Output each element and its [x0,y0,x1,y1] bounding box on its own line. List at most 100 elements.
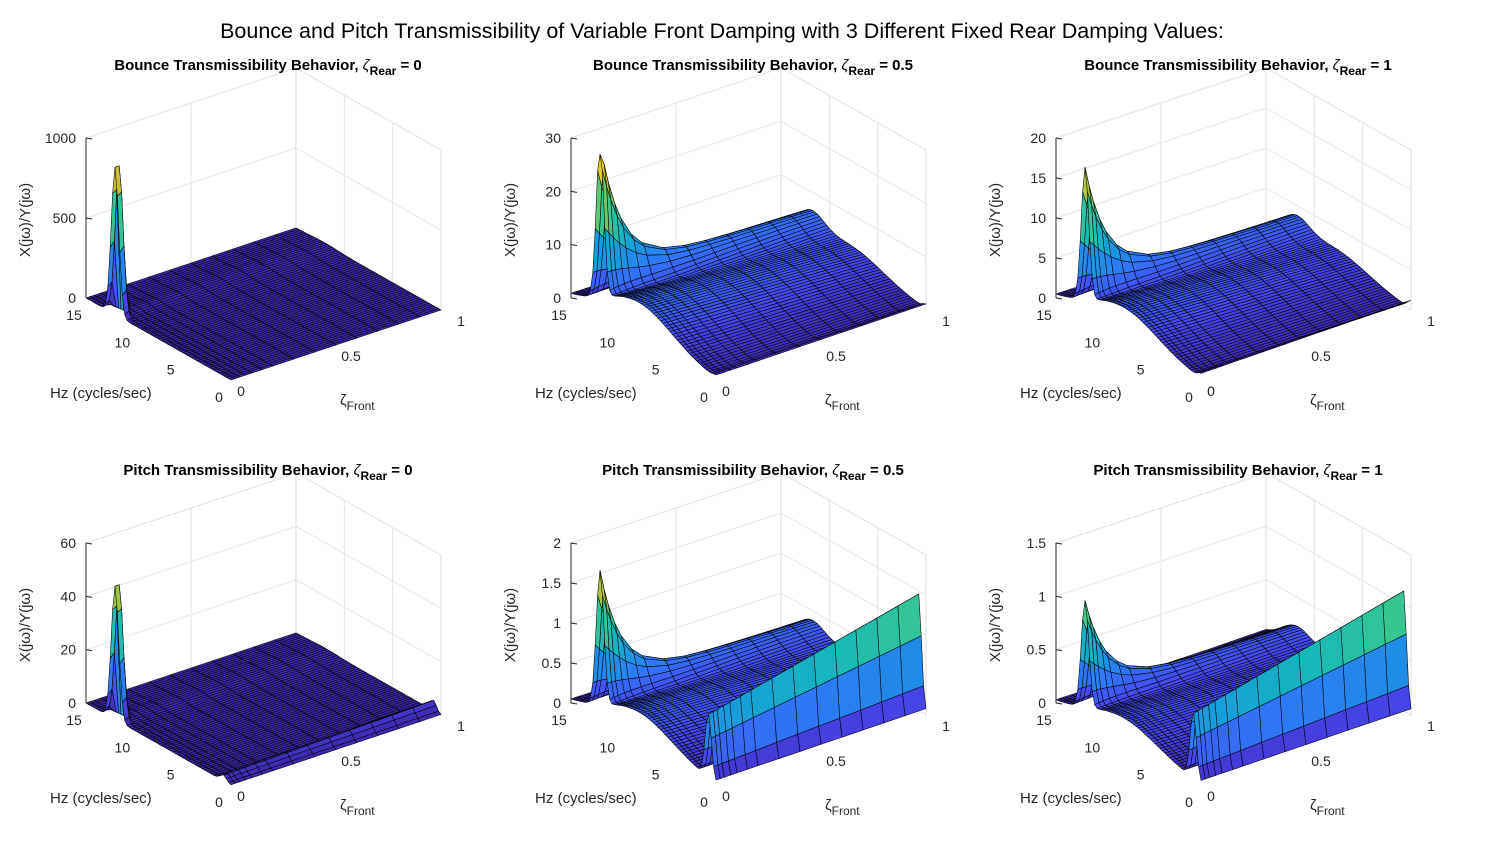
y-tick-label: 5 [167,767,175,783]
x-tick-label: 0.5 [341,753,361,769]
z-tick [1055,297,1063,300]
z-axis-label: X(jω)/Y(jω) [502,588,519,662]
axes [570,137,578,300]
y-tick-label: 5 [652,362,660,378]
z-tick-label: 0 [553,695,561,711]
x-tick-label: 0.5 [341,348,361,364]
z-tick [570,702,578,705]
y-tick-label: 15 [551,712,567,728]
panel-title: Bounce Transmissibility Behavior, ζRear … [593,57,913,78]
z-tick [570,137,578,140]
z-tick-label: 60 [60,535,76,551]
y-tick-label: 0 [700,794,708,810]
z-tick-label: 2 [553,535,561,551]
surface-face [899,635,924,695]
z-axis-label: X(jω)/Y(jω) [987,183,1004,257]
x-tick-label: 0 [237,383,245,399]
x-tick-label: 0 [722,383,730,399]
panel-title: Pitch Transmissibility Behavior, ζRear =… [123,462,412,483]
z-tick-label: 1.5 [542,575,562,591]
x-axis-label: ζFront [340,797,375,818]
x-tick-label: 0.5 [826,348,846,364]
z-tick [85,137,93,140]
y-tick-label: 10 [600,739,616,755]
z-tick-label: 20 [545,183,561,199]
z-tick-label: 0 [68,290,76,306]
z-tick-label: 40 [60,588,76,604]
y-axis-label: Hz (cycles/sec) [1020,385,1122,402]
z-tick [570,244,578,247]
z-tick [570,297,578,300]
z-tick-label: 1000 [45,130,76,146]
z-tick-label: 0 [1038,290,1046,306]
z-tick-label: 1 [553,615,561,631]
y-axis-label: Hz (cycles/sec) [50,790,152,807]
z-tick-label: 30 [545,130,561,146]
x-tick-label: 0.5 [826,753,846,769]
x-tick-label: 0.5 [1311,348,1331,364]
surface-mesh [570,153,928,376]
z-tick-label: 20 [60,642,76,658]
z-tick-label: 20 [1030,130,1046,146]
x-tick-label: 1 [942,718,950,734]
surface-face [878,645,903,703]
y-tick-label: 15 [66,307,82,323]
x-tick-label: 1 [457,718,465,734]
z-axis-label: X(jω)/Y(jω) [502,183,519,257]
y-tick-label: 0 [215,794,223,810]
x-axis-label: ζFront [825,797,860,818]
y-axis-label: Hz (cycles/sec) [50,385,152,402]
surface-face [227,376,236,381]
x-tick-label: 1 [457,313,465,329]
panel-title: Bounce Transmissibility Behavior, ζRear … [114,57,422,78]
z-tick-label: 15 [1030,170,1046,186]
y-tick-label: 0 [215,389,223,405]
surface-face [712,372,721,376]
z-tick [85,217,93,220]
x-tick-label: 1 [942,313,950,329]
x-axis-label: ζFront [1310,392,1345,413]
z-tick-label: 0 [553,290,561,306]
y-tick-label: 5 [167,362,175,378]
y-tick-label: 15 [551,307,567,323]
z-tick-label: 500 [53,210,77,226]
y-tick-label: 15 [66,712,82,728]
z-tick-label: 10 [545,237,561,253]
y-axis-label: Hz (cycles/sec) [535,790,637,807]
panel-title: Pitch Transmissibility Behavior, ζRear =… [602,462,904,483]
x-axis-label: ζFront [825,392,860,413]
y-tick-label: 0 [1185,389,1193,405]
z-tick-label: 5 [1038,250,1046,266]
figure-title: Bounce and Pitch Transmissibility of Var… [220,19,1224,43]
z-tick-label: 0.5 [542,655,562,671]
x-tick-label: 0 [722,788,730,804]
x-tick-label: 1 [1427,313,1435,329]
y-tick-label: 5 [652,767,660,783]
panel-title: Bounce Transmissibility Behavior, ζRear … [1084,57,1392,78]
z-tick-label: 10 [1030,210,1046,226]
z-axis-label: X(jω)/Y(jω) [17,588,34,662]
z-tick [570,190,578,193]
z-tick [85,297,93,300]
grid-walls [85,67,442,311]
y-tick-label: 10 [1085,334,1101,350]
surface-mesh [1055,167,1412,374]
y-tick-label: 0 [700,389,708,405]
surface-mesh [85,165,442,381]
z-tick-label: 0 [68,695,76,711]
y-tick-label: 10 [600,334,616,350]
y-tick-label: 10 [115,334,131,350]
y-axis-label: Hz (cycles/sec) [535,385,637,402]
x-axis-label: ζFront [340,392,375,413]
x-tick-label: 0 [1207,383,1215,399]
x-tick-label: 0 [237,788,245,804]
y-tick-label: 10 [115,739,131,755]
y-tick-label: 15 [1036,307,1052,323]
